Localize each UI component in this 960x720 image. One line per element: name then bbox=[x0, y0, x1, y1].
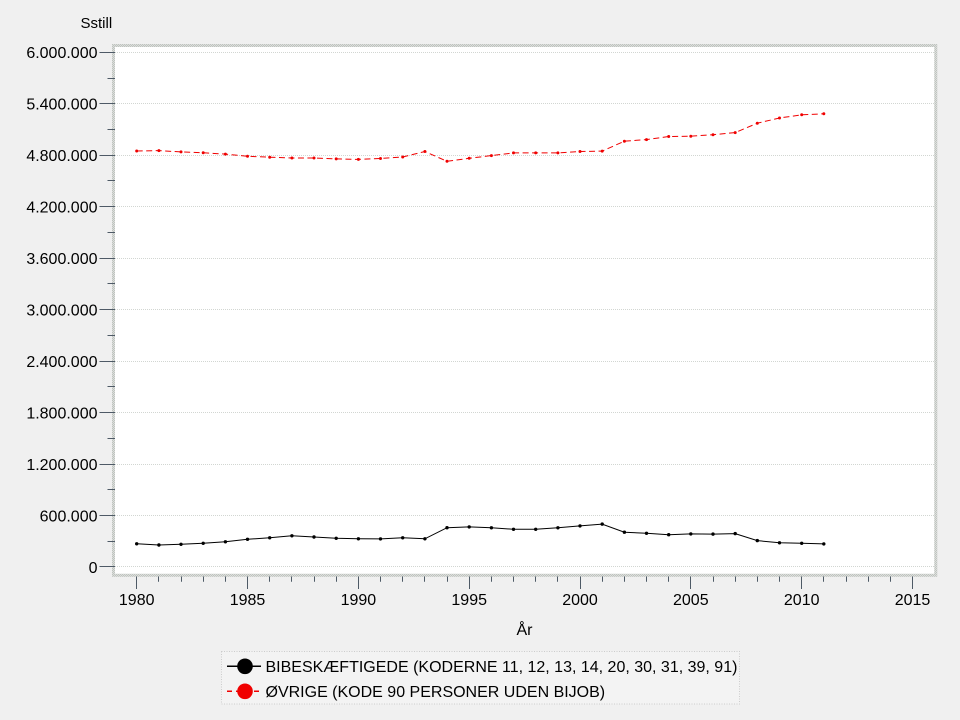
svg-text:0: 0 bbox=[89, 560, 98, 577]
svg-text:1995: 1995 bbox=[451, 592, 487, 609]
svg-text:År: År bbox=[517, 620, 534, 639]
svg-text:5.400.000: 5.400.000 bbox=[26, 97, 97, 114]
svg-text:6.000.000: 6.000.000 bbox=[26, 45, 97, 62]
svg-text:Sstill: Sstill bbox=[81, 15, 113, 32]
svg-text:1.200.000: 1.200.000 bbox=[26, 457, 97, 474]
svg-text:ØVRIGE (KODE 90 PERSONER UDEN: ØVRIGE (KODE 90 PERSONER UDEN BIJOB) bbox=[266, 684, 606, 701]
svg-text:1980: 1980 bbox=[119, 592, 155, 609]
svg-text:2.400.000: 2.400.000 bbox=[26, 354, 97, 371]
svg-text:1.800.000: 1.800.000 bbox=[26, 405, 97, 422]
svg-text:3.600.000: 3.600.000 bbox=[26, 251, 97, 268]
svg-text:3.000.000: 3.000.000 bbox=[26, 302, 97, 319]
svg-text:1985: 1985 bbox=[230, 592, 266, 609]
svg-text:4.800.000: 4.800.000 bbox=[26, 148, 97, 165]
svg-text:2015: 2015 bbox=[895, 592, 931, 609]
svg-text:600.000: 600.000 bbox=[40, 508, 98, 525]
svg-text:1990: 1990 bbox=[341, 592, 377, 609]
svg-text:2010: 2010 bbox=[784, 592, 820, 609]
svg-text:4.200.000: 4.200.000 bbox=[26, 200, 97, 217]
svg-text:2005: 2005 bbox=[673, 592, 709, 609]
svg-text:2000: 2000 bbox=[562, 592, 598, 609]
svg-text:BIBESKÆFTIGEDE (KODERNE 11, 12: BIBESKÆFTIGEDE (KODERNE 11, 12, 13, 14, … bbox=[266, 659, 738, 676]
